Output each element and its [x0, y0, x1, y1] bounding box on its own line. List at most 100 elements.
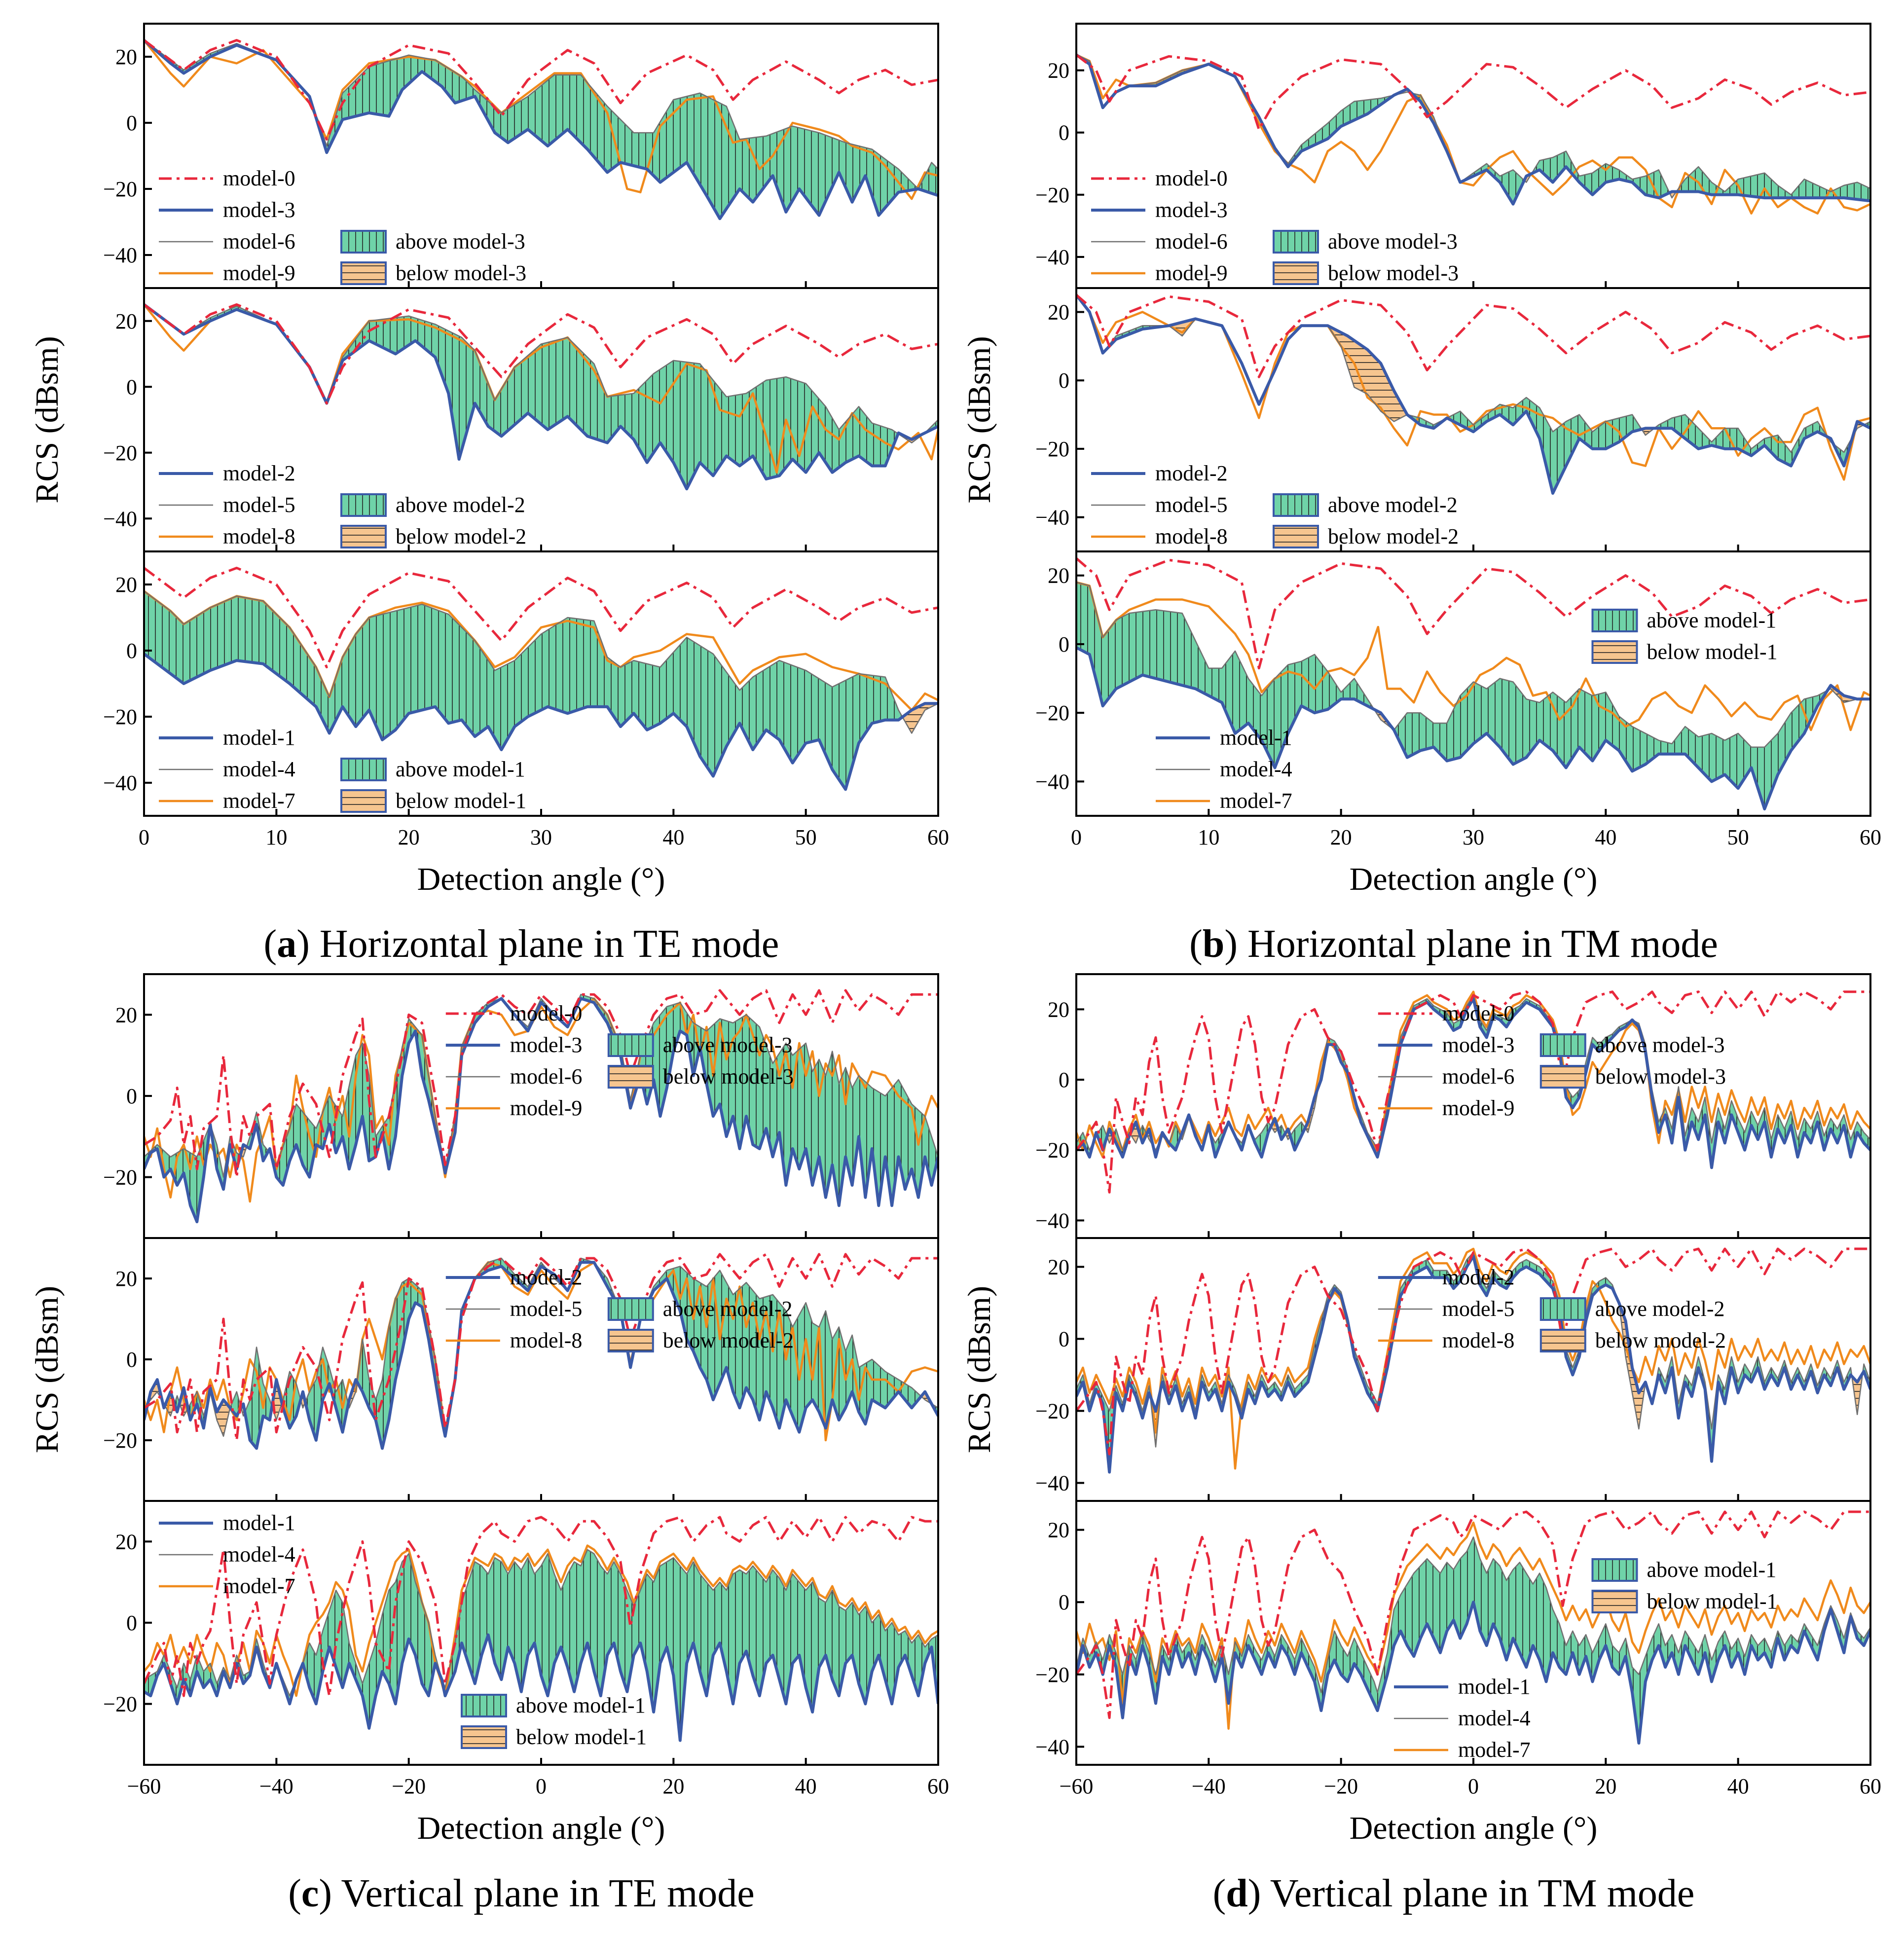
- legend-swatch-above-model-2: [1539, 1297, 1586, 1321]
- fill-above-reference: [1076, 55, 1870, 204]
- y-tick-label: 20: [1048, 564, 1069, 588]
- legend-label-model-9: model-9: [510, 1096, 583, 1120]
- y-tick-label: −20: [1035, 183, 1069, 207]
- legend-label-model-6: model-6: [1442, 1064, 1515, 1089]
- legend-a-1: model-0 model-3 model-6 model-9 above model-…: [159, 166, 526, 285]
- legend-swatch-below-model-2: [1273, 525, 1319, 548]
- legend-swatch-above-model-1: [340, 758, 387, 781]
- y-tick-label: 0: [126, 1348, 137, 1372]
- legend-label-model-3: model-3: [510, 1033, 583, 1057]
- legend-label-model-4: model-4: [223, 1542, 295, 1567]
- legend-swatch-above-model-1: [461, 1694, 507, 1717]
- caption-letter: c: [301, 1872, 319, 1915]
- series-line-model-0: [1076, 557, 1870, 670]
- panel-b-1: 20 0 −20 −40 model-0 model-3 model-6 model-9 abo…: [1035, 23, 1871, 289]
- series-line-model-0: [1076, 990, 1870, 1194]
- x-tick-label: 0: [1468, 1774, 1479, 1798]
- legend-d-2: model-2 model-5 model-8 above model-2 below …: [1378, 1265, 1726, 1352]
- y-tick-label: 0: [1059, 1068, 1069, 1092]
- x-tick-label: 40: [1727, 1774, 1749, 1798]
- series-line-model-0: [1076, 54, 1870, 131]
- x-tick-label: 0: [1071, 825, 1082, 849]
- chart-a: 20 0 −20 −40 model-0 model-3 model-6 model-9 abo…: [29, 23, 949, 966]
- x-tick-label: 40: [795, 1774, 817, 1798]
- y-tick-label: −40: [1035, 506, 1069, 530]
- legend-label-model-8: model-8: [1442, 1328, 1515, 1352]
- panel-plot-area: [1076, 990, 1870, 1194]
- series-line-model-8: [144, 1261, 938, 1442]
- legend-label-model-7: model-7: [1220, 789, 1292, 813]
- y-tick-label: −40: [103, 243, 137, 267]
- legend-swatch-below-model-1: [1591, 1590, 1638, 1613]
- series-line-model-8: [1076, 1247, 1870, 1470]
- legend-label-below-model-2: below model-2: [1328, 524, 1459, 548]
- series-line-model-3: [1076, 53, 1870, 206]
- legend-label-model-8: model-8: [1155, 524, 1228, 548]
- series-line-model-0: [144, 1516, 938, 1697]
- series-line-model-0: [1076, 1510, 1870, 1719]
- y-tick-label: −20: [1035, 437, 1069, 461]
- legend-swatch-above-model-1: [1591, 1558, 1638, 1582]
- x-tick-label: 20: [1330, 825, 1352, 849]
- y-tick-label: 20: [1048, 1255, 1069, 1279]
- legend-label-model-5: model-5: [1155, 493, 1228, 517]
- caption-letter: d: [1226, 1872, 1248, 1915]
- series-line-model-1: [1076, 646, 1870, 811]
- legend-label-above-model-1: above model-1: [1647, 608, 1777, 632]
- fill-above-reference: [144, 40, 938, 219]
- panel-d-1: 20 0 −20 −40 model-0 model-3 model-6 model-9 abo…: [1035, 973, 1871, 1239]
- series-line-model-9: [1076, 990, 1870, 1159]
- caption-letter: b: [1203, 922, 1225, 966]
- x-tick-label: −40: [259, 1774, 293, 1798]
- y-tick-label: −20: [103, 441, 137, 465]
- y-tick-label: 0: [1059, 1327, 1069, 1351]
- legend-swatch-below-model-2: [607, 1329, 654, 1352]
- legend-label-above-model-2: above model-2: [663, 1297, 793, 1321]
- legend-label-below-model-1: below model-1: [516, 1725, 647, 1749]
- legend-swatch-above-model-2: [1273, 493, 1319, 517]
- y-tick-label: 0: [1059, 121, 1069, 145]
- legend-label-above-model-1: above model-1: [396, 757, 525, 781]
- panel-a-2: 20 0 −20 −40 model-2 model-5 model-8 above mode…: [103, 287, 939, 552]
- caption-letter: a: [277, 922, 296, 966]
- y-tick-label: −20: [1035, 701, 1069, 725]
- legend-swatch-below-model-2: [1539, 1329, 1586, 1352]
- series-line-model-5: [1076, 1251, 1870, 1448]
- fill-above-reference: [144, 994, 938, 1222]
- legend-label-above-model-3: above model-3: [396, 229, 525, 254]
- y-axis-title: RCS (dBsm): [961, 336, 997, 503]
- chart-b: 20 0 −20 −40 model-0 model-3 model-6 model-9 abo…: [961, 23, 1881, 966]
- y-tick-label: 20: [115, 45, 137, 69]
- legend-b-1: model-0 model-3 model-6 model-9 above model-…: [1091, 166, 1459, 285]
- panel-d-3: 20 0 −20 −40 model-1 model-4 model-7 above mode…: [1035, 1500, 1871, 1766]
- figure-caption: (d) Vertical plane in TM mode: [1213, 1872, 1695, 1915]
- y-tick-label: −40: [1035, 1208, 1069, 1233]
- chart-c: 20 0 −20 model-0 model-3 model-6 model-9 above …: [29, 973, 949, 1915]
- panel-plot-area: [144, 39, 938, 220]
- y-tick-label: 0: [126, 1611, 137, 1635]
- series-line-model-2: [1076, 294, 1870, 495]
- legend-label-model-4: model-4: [223, 757, 295, 781]
- legend-b-3: model-1 model-4 model-7 above model-1 below …: [1156, 608, 1778, 813]
- legend-swatch-below-model-3: [1273, 261, 1319, 285]
- legend-label-model-6: model-6: [510, 1064, 583, 1089]
- fill-above-reference: [144, 591, 903, 790]
- legend-label-model-6: model-6: [1155, 229, 1228, 254]
- panel-plot-area: [144, 567, 938, 791]
- x-tick-label: 20: [398, 825, 420, 849]
- fill-above-reference: [1076, 582, 1870, 809]
- legend-swatch-above-model-2: [340, 493, 387, 517]
- legend-c-1: model-0 model-3 model-6 model-9 above model-…: [445, 1001, 794, 1120]
- y-tick-label: 20: [1048, 997, 1069, 1021]
- caption-open: (: [1189, 922, 1203, 966]
- legend-c-3: model-1 model-4 model-7 above model-1 below …: [159, 1511, 647, 1749]
- panel-plot-area: [144, 1253, 938, 1450]
- legend-label-model-0: model-0: [1155, 166, 1228, 190]
- legend-swatch-below-model-2: [340, 525, 387, 548]
- legend-swatch-below-model-1: [340, 789, 387, 813]
- y-tick-label: 0: [1059, 368, 1069, 393]
- legend-label-below-model-1: below model-1: [396, 789, 526, 813]
- caption-text: Horizontal plane in TE mode: [310, 922, 779, 966]
- legend-swatch-above-model-1: [1591, 609, 1638, 632]
- panel-a-3: 20 0 −20 −40 model-1 model-4 model-7 above mode…: [103, 550, 939, 817]
